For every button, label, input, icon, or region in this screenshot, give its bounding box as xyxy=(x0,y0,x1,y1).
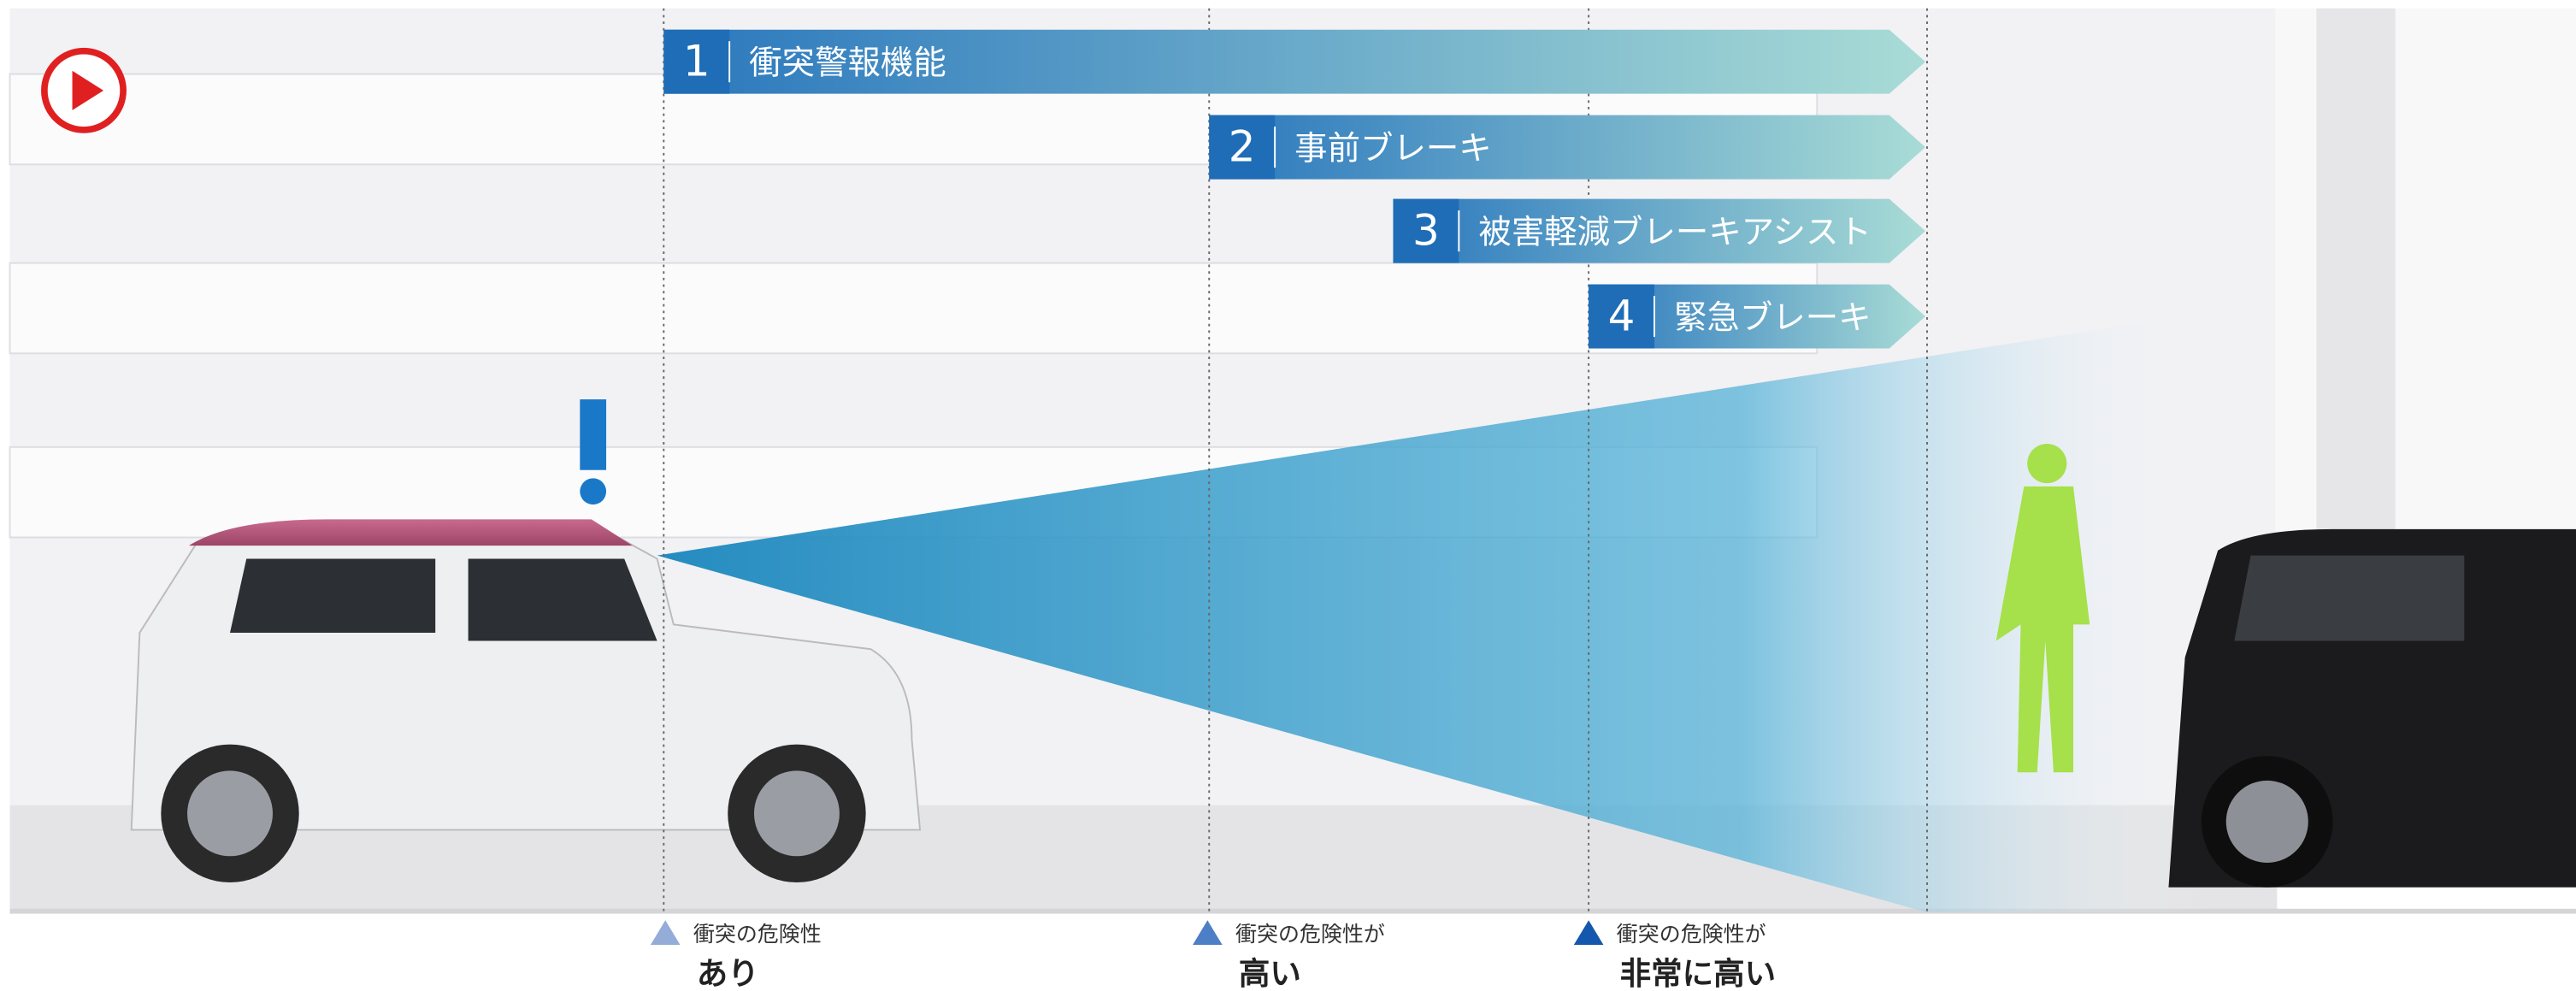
marker-caption: 衝突の危険性が xyxy=(1235,922,1385,947)
stage-arrow: 1 衝突警報機能 xyxy=(663,30,1925,94)
stage-label: 緊急ブレーキ xyxy=(1674,298,1872,337)
marker-caption: 衝突の危険性 xyxy=(693,922,822,947)
marker-level: 非常に高い xyxy=(1620,955,1777,991)
stage-arrow: 4 緊急ブレーキ xyxy=(1589,285,1925,349)
stage-arrow: 2 事前ブレーキ xyxy=(1209,115,1925,180)
stage-number: 4 xyxy=(1608,291,1636,340)
marker-level: あり xyxy=(697,955,759,991)
marker-level: 高い xyxy=(1239,955,1301,991)
stage-label: 被害軽減ブレーキアシスト xyxy=(1478,214,1872,252)
marker-caption: 衝突の危険性が xyxy=(1617,922,1766,947)
stage-label: 衝突警報機能 xyxy=(749,44,946,83)
stage-number: 3 xyxy=(1412,205,1440,255)
stage-number: 2 xyxy=(1229,121,1256,171)
car-black xyxy=(2168,529,2576,888)
stage-number: 1 xyxy=(683,37,710,86)
safety-diagram: 1 衝突警報機能 2 事前ブレーキ 3 被害軽減ブレーキアシスト 4 緊急ブレーキ 衝突の危険… xyxy=(0,0,2576,991)
stage-arrow: 3 被害軽減ブレーキアシスト xyxy=(1393,199,1925,263)
stage-label: 事前ブレーキ xyxy=(1294,130,1492,168)
play-button[interactable] xyxy=(44,51,123,130)
